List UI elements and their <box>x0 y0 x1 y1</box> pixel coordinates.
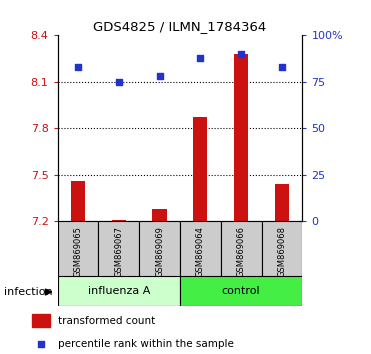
Text: percentile rank within the sample: percentile rank within the sample <box>58 339 234 349</box>
Bar <box>98 221 139 276</box>
Text: influenza A: influenza A <box>88 286 150 296</box>
Text: GSM869068: GSM869068 <box>278 225 286 276</box>
Bar <box>180 221 221 276</box>
Bar <box>71 181 85 221</box>
Point <box>197 55 203 61</box>
Bar <box>32 314 49 327</box>
Point <box>116 79 122 85</box>
Bar <box>112 220 126 221</box>
Bar <box>234 54 248 221</box>
Bar <box>152 209 167 221</box>
Bar <box>221 221 262 276</box>
Text: GSM869067: GSM869067 <box>114 225 123 276</box>
Text: GSM869064: GSM869064 <box>196 225 205 276</box>
Point <box>238 51 244 57</box>
Bar <box>193 118 207 221</box>
Bar <box>275 184 289 221</box>
Bar <box>58 221 98 276</box>
Text: infection: infection <box>4 287 52 297</box>
Text: control: control <box>222 286 260 296</box>
Bar <box>58 276 180 306</box>
Point <box>279 64 285 70</box>
Point <box>75 64 81 70</box>
Bar <box>180 276 302 306</box>
Point <box>157 74 162 79</box>
Text: transformed count: transformed count <box>58 316 155 326</box>
Bar <box>262 221 302 276</box>
Point <box>38 341 44 347</box>
Bar <box>139 221 180 276</box>
Text: GSM869066: GSM869066 <box>237 225 246 276</box>
Title: GDS4825 / ILMN_1784364: GDS4825 / ILMN_1784364 <box>93 20 266 33</box>
Text: GSM869069: GSM869069 <box>155 225 164 276</box>
Text: GSM869065: GSM869065 <box>73 225 82 276</box>
